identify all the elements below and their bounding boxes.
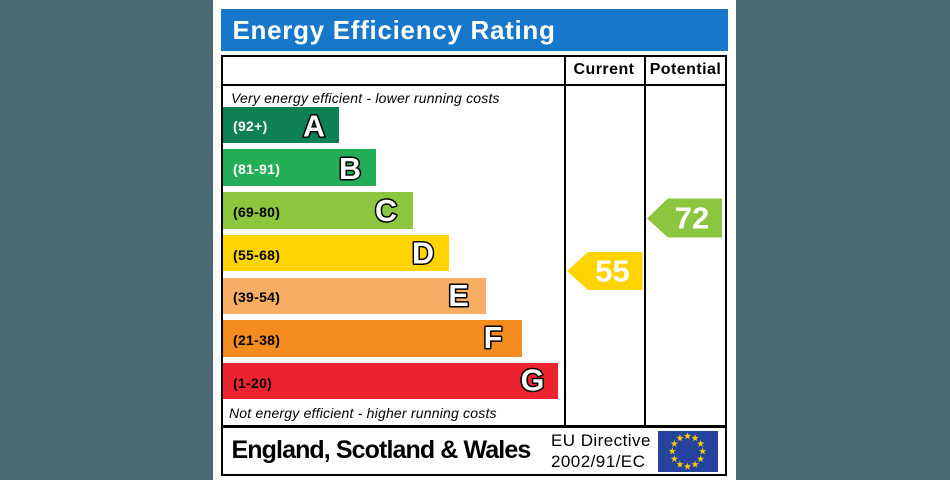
svg-text:F: F: [484, 321, 503, 355]
svg-text:A: A: [303, 110, 325, 144]
svg-text:C: C: [375, 194, 397, 228]
svg-text:D: D: [412, 237, 434, 271]
svg-text:B: B: [339, 152, 361, 186]
svg-text:E: E: [448, 279, 468, 313]
svg-text:55: 55: [595, 253, 629, 288]
svg-text:G: G: [521, 364, 545, 398]
svg-text:72: 72: [675, 201, 709, 236]
